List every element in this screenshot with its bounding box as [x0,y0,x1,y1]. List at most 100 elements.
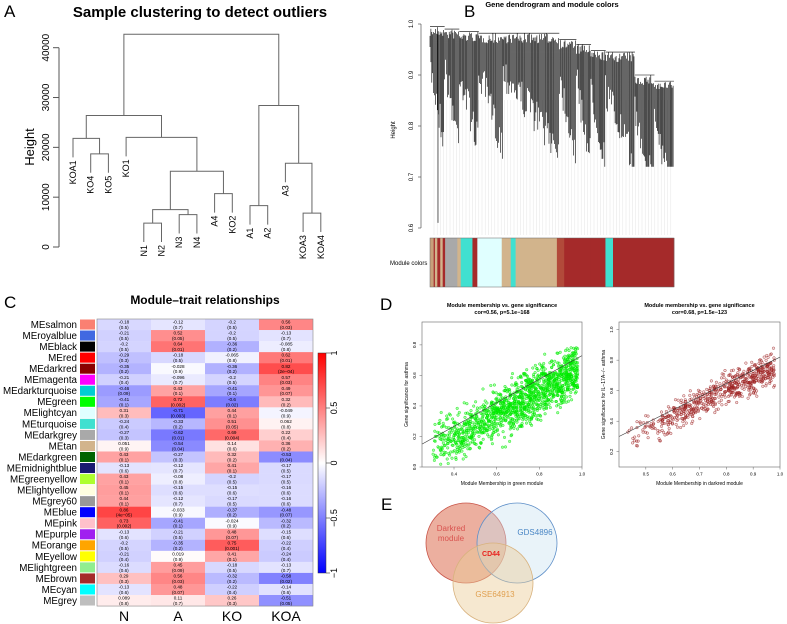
correlation-value: 0.32 [282,397,291,402]
y-tick-label: 0 [41,244,52,250]
scatter-point [545,385,549,389]
y-tick-label: 0.2 [609,448,614,455]
scatter-point [552,373,556,377]
scatter-point [752,375,756,379]
module-color-swatch [80,584,95,595]
correlation-value: -0.18 [227,562,238,567]
scatter-point [763,374,767,378]
scatter-point [656,419,660,423]
correlation-value: -0.13 [119,529,130,534]
p-value: (0.5) [227,502,237,507]
leaf-label: KOA4 [316,235,326,259]
y-tick-label: 0.4 [609,418,614,425]
scatter-point [545,407,549,411]
correlation-value: -0.48 [281,507,292,512]
x-tick-label: 0.7 [696,472,703,477]
scatter-point [479,441,483,445]
scatter-point [698,417,702,421]
correlation-value: -0.6 [228,397,236,402]
heatmap-cell [205,473,259,485]
scatter-point [507,421,511,425]
p-value: (0.02) [280,579,292,584]
y-tick-label: 0.8 [609,357,614,364]
scatter-point [461,446,465,450]
scatter-point [523,401,527,405]
scatter-title: Module membership vs. gene significance [447,303,557,309]
p-value: (0.3) [119,413,129,418]
scatter-point [508,427,512,431]
scatter-point [756,377,760,381]
p-value: (0.3) [119,358,129,363]
scatter-point [539,386,543,390]
dendrogram-branch [72,137,101,158]
correlation-value: 0.69 [228,430,237,435]
scatter-point [490,442,494,446]
correlation-value: -0.21 [173,529,184,534]
scatter-point [467,427,471,431]
scatter-point [726,400,730,404]
p-value: (0.6) [281,535,291,540]
scatter-point [666,423,670,427]
scatter-point [568,367,572,371]
p-value: (0.2) [281,524,291,529]
heatmap-cell [205,407,259,419]
scatter-point [554,400,558,404]
scatter-point [460,425,464,429]
scatter-point [492,431,496,435]
scatter-point [748,392,752,396]
heatmap-row: MEbrown 0.29(0.3) 0.56(0.03) -0.32(0.2) -0.5… [36,572,313,585]
scatter-point [454,441,458,445]
scatter-point [726,386,730,390]
scatter-point [569,346,573,350]
scatter-point [712,405,716,409]
scatter-point [522,372,526,376]
p-value: (0.4) [281,557,291,562]
heatmap-cell [97,385,151,397]
scatter-point [539,418,543,422]
scatter-point [448,453,452,457]
correlation-value: -0.16 [281,496,292,501]
correlation-value: 0.43 [174,386,183,391]
correlation-value: 0.56 [174,574,183,579]
scatter-point [633,435,637,439]
module-color-segment [590,238,606,287]
scatter-point [475,406,479,410]
leaf-label: A2 [263,228,273,239]
scatter-point [671,418,675,422]
p-value: (0.6) [281,590,291,595]
module-label: MEorange [32,541,78,552]
scatter-point [455,406,459,410]
scatter-point [431,452,435,456]
dendrogram-branch [178,214,198,234]
p-value: (0.8) [119,601,129,606]
scatter-point [561,376,565,380]
p-value: (0.8) [173,480,183,485]
scatter-point [509,417,513,421]
correlation-value: 0.062 [280,419,292,424]
scatter-point [576,372,580,376]
scatter-point [456,433,460,437]
scatter-point [524,408,528,412]
scatter-point [439,411,443,415]
scatter-point [684,415,688,419]
p-value: (0.6) [173,491,183,496]
scatter-point [672,410,676,414]
heatmap-row: MEgreen -0.41(0.1) 0.72(0.002) -0.6(0.02) 0.… [37,396,313,408]
scatter-point [676,408,680,412]
p-value: (0.2) [119,369,129,374]
module-color-swatch [80,573,95,584]
scatter-point [651,422,655,426]
heatmap-cell [259,484,313,496]
module-color-swatch [80,352,95,363]
scatter-point [675,419,679,423]
scatter-point [495,398,499,402]
p-value: (0.4) [119,424,129,429]
scatter-point [709,379,713,383]
scatter-point [517,415,521,419]
p-value: (0.03) [280,380,292,385]
heatmap-row: MElightgreen -0.16(0.6)0.45(0.09)-0.18(0.… [19,561,313,574]
y-tick-label: 1.0 [609,326,614,333]
scatter-point [504,418,508,422]
module-color-segment [472,238,478,287]
heatmap-cell [259,473,313,485]
